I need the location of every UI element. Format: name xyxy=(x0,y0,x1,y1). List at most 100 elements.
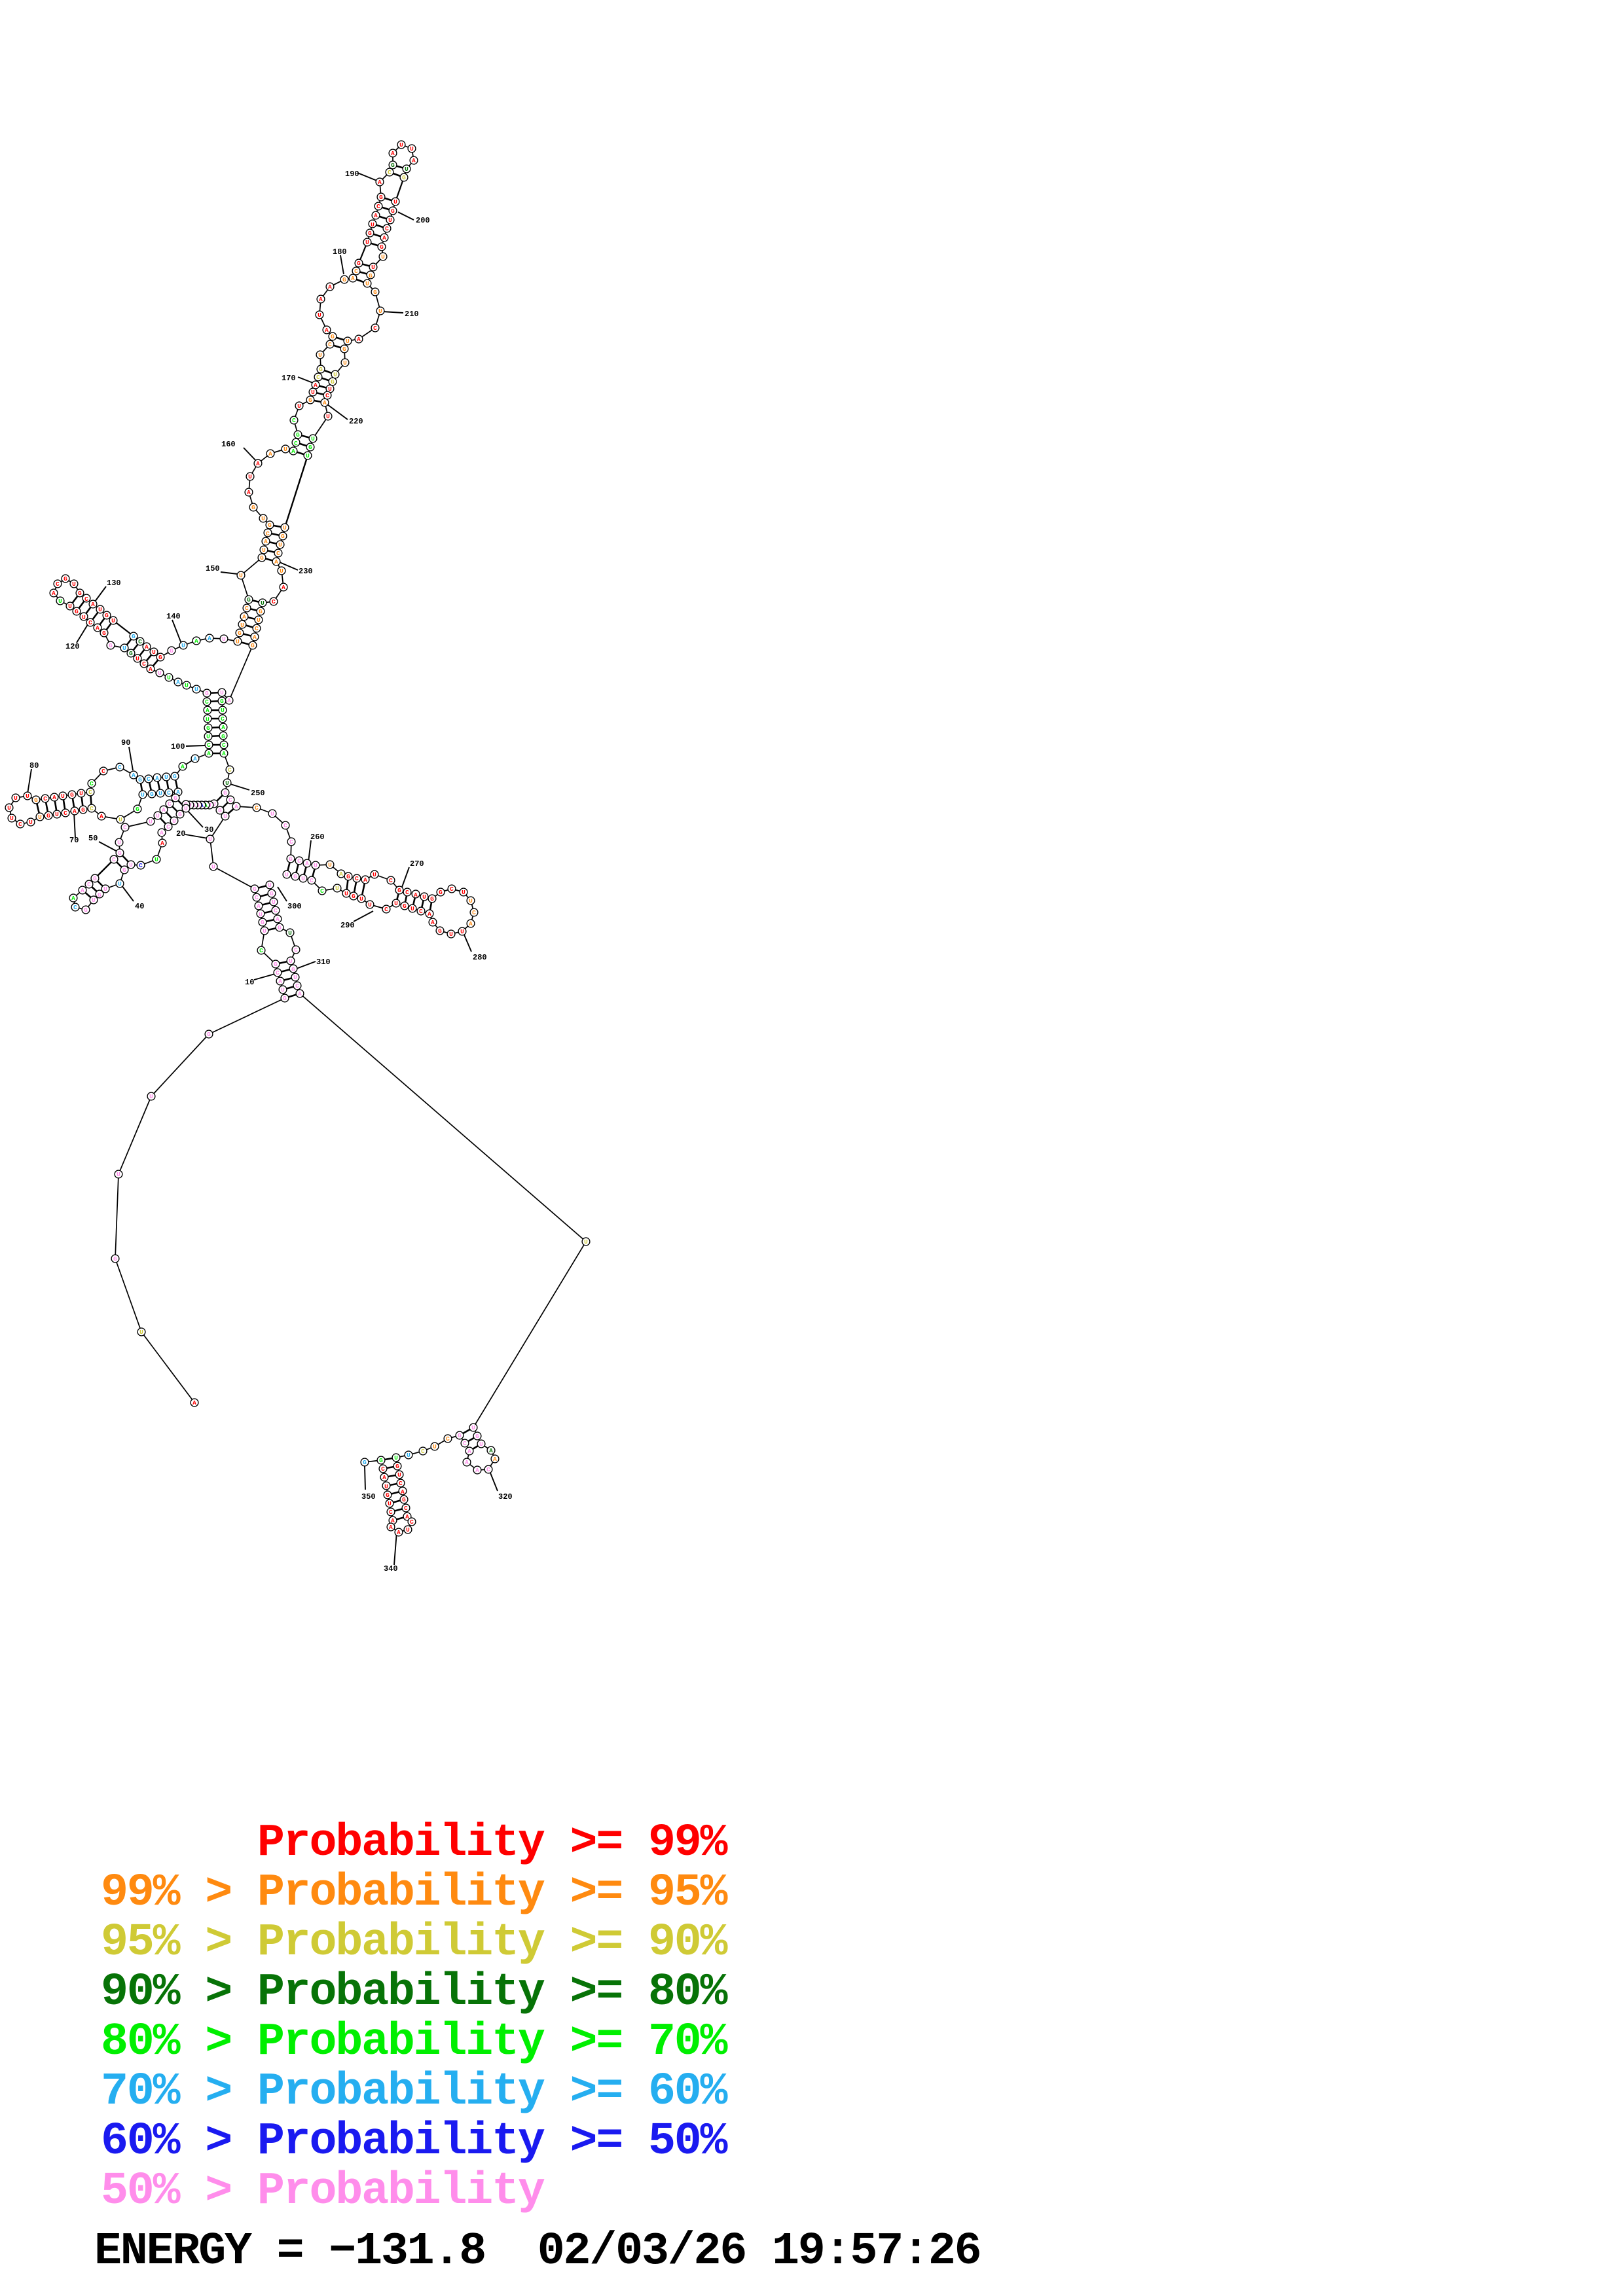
svg-text:A: A xyxy=(160,840,164,847)
svg-text:U: U xyxy=(479,1441,483,1448)
svg-text:G: G xyxy=(357,260,361,267)
svg-text:U: U xyxy=(185,682,189,689)
svg-text:C: C xyxy=(166,823,170,831)
svg-text:U: U xyxy=(381,253,385,260)
svg-text:G: G xyxy=(278,924,282,931)
svg-text:A: A xyxy=(268,450,272,457)
svg-text:U: U xyxy=(92,897,96,904)
svg-text:G: G xyxy=(403,903,407,910)
svg-text:U: U xyxy=(240,622,244,629)
svg-text:C: C xyxy=(373,325,377,332)
svg-text:U: U xyxy=(433,1443,437,1450)
svg-text:U: U xyxy=(129,861,133,869)
svg-text:U: U xyxy=(393,198,397,206)
svg-text:C: C xyxy=(381,1465,385,1473)
svg-text:C: C xyxy=(56,581,60,588)
svg-text:U: U xyxy=(268,882,272,889)
svg-text:C: C xyxy=(450,886,454,893)
svg-text:G: G xyxy=(268,522,272,529)
svg-text:G: G xyxy=(113,1255,117,1263)
svg-text:G: G xyxy=(391,162,395,169)
svg-text:A: A xyxy=(465,1459,469,1466)
svg-text:G: G xyxy=(397,887,401,894)
svg-text:G: G xyxy=(331,333,335,340)
svg-text:U: U xyxy=(306,452,310,459)
svg-text:U: U xyxy=(82,614,86,621)
svg-text:G: G xyxy=(373,289,377,296)
svg-text:A: A xyxy=(193,755,197,762)
svg-text:A: A xyxy=(378,179,382,186)
svg-text:C: C xyxy=(292,417,296,424)
svg-text:G: G xyxy=(308,397,312,404)
svg-text:G: G xyxy=(78,590,82,597)
svg-text:A: A xyxy=(323,399,327,406)
svg-text:C: C xyxy=(354,268,358,275)
svg-text:A: A xyxy=(181,763,185,770)
svg-text:G: G xyxy=(102,630,106,637)
svg-text:U: U xyxy=(394,900,398,907)
svg-text:G: G xyxy=(118,850,122,857)
svg-text:C: C xyxy=(389,877,393,884)
svg-text:U: U xyxy=(410,145,414,152)
svg-text:G: G xyxy=(122,867,126,874)
svg-text:260: 260 xyxy=(310,833,325,842)
svg-text:C: C xyxy=(112,856,116,863)
svg-text:G: G xyxy=(363,1459,367,1466)
svg-text:100: 100 xyxy=(171,742,185,751)
svg-text:U: U xyxy=(462,889,465,896)
svg-text:G: G xyxy=(308,444,312,451)
svg-text:A: A xyxy=(253,634,257,641)
svg-text:C: C xyxy=(421,1448,425,1455)
svg-text:U: U xyxy=(272,899,276,906)
svg-text:U: U xyxy=(449,931,453,938)
svg-text:U: U xyxy=(384,1483,388,1490)
svg-text:A: A xyxy=(405,1513,409,1520)
svg-text:A: A xyxy=(278,978,282,985)
svg-text:G: G xyxy=(253,886,257,893)
svg-text:G: G xyxy=(438,927,442,935)
svg-text:U: U xyxy=(359,895,363,903)
svg-text:U: U xyxy=(14,795,18,802)
svg-text:200: 200 xyxy=(416,216,430,225)
svg-text:A: A xyxy=(493,1456,497,1463)
svg-text:99% > Probability >= 95%: 99% > Probability >= 95% xyxy=(101,1867,729,1919)
svg-text:A: A xyxy=(397,1529,401,1536)
svg-text:G: G xyxy=(98,891,101,899)
svg-text:U: U xyxy=(388,1500,392,1507)
svg-text:U: U xyxy=(270,810,274,817)
svg-text:G: G xyxy=(75,608,79,615)
svg-text:G: G xyxy=(369,272,373,279)
svg-text:U: U xyxy=(399,141,403,149)
svg-text:U: U xyxy=(469,897,473,905)
svg-text:U: U xyxy=(285,871,289,878)
svg-text:C: C xyxy=(294,440,298,447)
svg-text:U: U xyxy=(117,839,121,846)
svg-text:230: 230 xyxy=(299,567,313,576)
svg-text:A: A xyxy=(467,1448,471,1455)
svg-text:G: G xyxy=(173,773,177,780)
svg-text:U: U xyxy=(394,1454,398,1462)
svg-text:U: U xyxy=(288,929,292,937)
svg-text:A: A xyxy=(256,460,260,467)
svg-text:U: U xyxy=(328,386,332,393)
svg-text:G: G xyxy=(380,243,384,251)
svg-text:290: 290 xyxy=(340,921,355,930)
svg-text:C: C xyxy=(18,821,22,828)
svg-text:C: C xyxy=(88,619,92,626)
svg-text:C: C xyxy=(320,888,324,895)
svg-text:C: C xyxy=(228,797,232,804)
svg-text:120: 120 xyxy=(65,642,80,651)
svg-text:C: C xyxy=(295,982,299,990)
svg-text:U: U xyxy=(225,780,229,787)
svg-text:C: C xyxy=(419,908,423,915)
svg-text:U: U xyxy=(248,473,252,480)
svg-text:U: U xyxy=(281,986,285,994)
svg-text:A: A xyxy=(328,283,332,291)
svg-text:U: U xyxy=(149,818,153,825)
svg-text:G: G xyxy=(84,906,88,914)
svg-text:50: 50 xyxy=(88,834,98,843)
svg-text:C: C xyxy=(167,789,171,797)
svg-text:U: U xyxy=(79,790,83,797)
svg-text:C: C xyxy=(399,1480,403,1487)
svg-text:ENERGY = −131.8 02/03/26 19:5: ENERGY = −131.8 02/03/26 19:57:26 xyxy=(94,2226,980,2278)
